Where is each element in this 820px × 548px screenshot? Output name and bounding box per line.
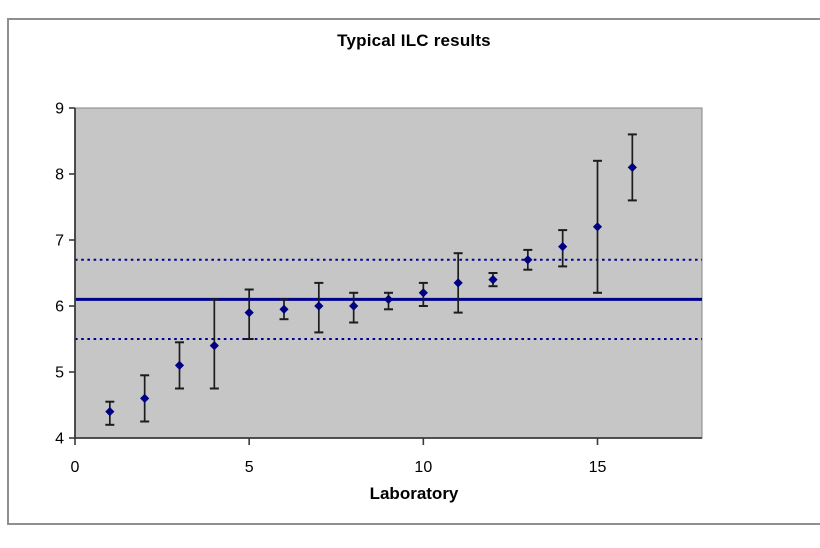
data-point-marker — [383, 294, 394, 304]
data-point-marker — [279, 304, 289, 314]
y-tick-label: 8 — [55, 167, 64, 184]
x-tick-label: 15 — [589, 459, 607, 476]
y-tick-label: 4 — [55, 431, 64, 448]
data-point-marker — [140, 393, 150, 403]
data-point-marker — [314, 301, 324, 311]
data-point-marker — [592, 222, 603, 232]
y-tick-label: 5 — [55, 365, 64, 382]
x-tick-label: 5 — [245, 459, 254, 476]
x-tick-label: 10 — [414, 459, 432, 476]
data-point-marker — [627, 162, 637, 172]
data-point-marker — [349, 301, 359, 311]
y-tick-label: 7 — [55, 233, 64, 250]
data-point-marker — [209, 341, 219, 351]
plot-area — [74, 107, 703, 439]
x-axis-title: Laboratory — [369, 484, 459, 503]
data-point-marker — [418, 288, 428, 298]
data-point-marker — [523, 255, 533, 265]
chart-outer-border — [7, 18, 820, 525]
y-tick-label: 9 — [55, 101, 64, 118]
x-tick-label: 0 — [71, 459, 80, 476]
data-point-marker — [174, 360, 185, 370]
y-tick-label: 6 — [55, 299, 64, 316]
data-point-marker — [453, 278, 463, 288]
chart-title: Typical ILC results — [337, 31, 491, 50]
data-point-marker — [105, 407, 115, 417]
data-point-marker — [488, 275, 498, 285]
data-point-marker — [244, 308, 254, 318]
data-point-marker — [558, 242, 568, 252]
